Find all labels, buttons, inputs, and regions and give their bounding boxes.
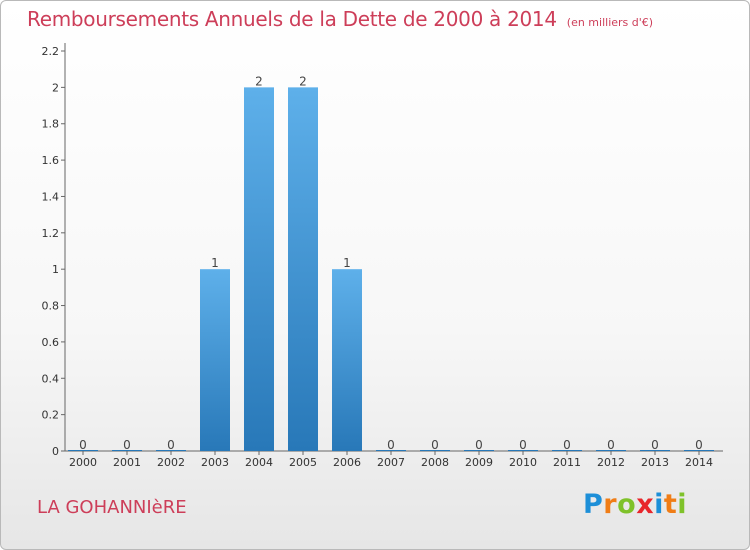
y-tick-label: 0.4 <box>42 372 60 385</box>
y-tick-label: 0.2 <box>42 409 60 422</box>
x-tick-label: 2014 <box>685 456 713 469</box>
data-label-2007: 0 <box>387 438 395 452</box>
data-label-2010: 0 <box>519 438 527 452</box>
title-unit: (en milliers d'€) <box>566 16 654 29</box>
y-tick-label: 1.4 <box>42 190 60 203</box>
x-tick-label: 2007 <box>377 456 405 469</box>
data-label-2001: 0 <box>123 438 131 452</box>
logo-letter: o <box>617 489 637 520</box>
logo-letter: t <box>663 489 678 520</box>
x-tick-label: 2006 <box>333 456 361 469</box>
y-tick-label: 1 <box>52 263 59 276</box>
logo-letter: i <box>654 489 664 520</box>
y-tick-label: 0 <box>52 445 59 458</box>
y-tick-label: 2 <box>52 81 59 94</box>
y-axis: 0 0.2 0.4 0.6 0.8 1 1.2 1.4 1.6 1.8 2 2.2 <box>42 43 66 458</box>
y-tick-label: 1.8 <box>42 118 60 131</box>
data-labels: 0 0 0 1 2 2 1 0 0 0 0 0 0 0 0 <box>79 74 703 452</box>
title-text: Remboursements Annuels de la Dette de 20… <box>27 7 557 31</box>
x-tick-label: 2005 <box>289 456 317 469</box>
x-tick-label: 2009 <box>465 456 493 469</box>
x-tick-label: 2013 <box>641 456 669 469</box>
x-tick-label: 2001 <box>113 456 141 469</box>
logo-letter: r <box>603 489 618 520</box>
proxiti-logo: Proxiti <box>583 489 687 520</box>
x-tick-label: 2012 <box>597 456 625 469</box>
y-tick-label: 1.2 <box>42 227 60 240</box>
data-label-2006: 1 <box>343 256 351 270</box>
x-tick-label: 2004 <box>245 456 273 469</box>
bar-2006 <box>332 269 362 451</box>
y-tick-label: 2.2 <box>42 45 60 58</box>
x-tick-label: 2000 <box>69 456 97 469</box>
y-tick-label: 1.6 <box>42 154 60 167</box>
data-label-2011: 0 <box>563 438 571 452</box>
chart-title: Remboursements Annuels de la Dette de 20… <box>27 7 653 31</box>
data-label-2014: 0 <box>695 438 703 452</box>
bar-2005 <box>288 87 318 451</box>
logo-letter: P <box>583 489 604 520</box>
y-tick-label: 0.6 <box>42 336 60 349</box>
data-label-2009: 0 <box>475 438 483 452</box>
x-tick-label: 2010 <box>509 456 537 469</box>
x-tick-label: 2002 <box>157 456 185 469</box>
y-tick-label: 0.8 <box>42 300 60 313</box>
x-tick-label: 2008 <box>421 456 449 469</box>
bar-2003 <box>200 269 230 451</box>
logo-letter: i <box>677 489 688 520</box>
data-label-2004: 2 <box>255 74 263 88</box>
data-label-2005: 2 <box>299 74 307 88</box>
data-label-2012: 0 <box>607 438 615 452</box>
x-tick-label: 2011 <box>553 456 581 469</box>
x-tick-label: 2003 <box>201 456 229 469</box>
data-label-2008: 0 <box>431 438 439 452</box>
logo-letter: x <box>636 489 655 520</box>
data-label-2013: 0 <box>651 438 659 452</box>
x-axis: 2000 2001 2002 2003 2004 2005 2006 2007 2008 2009… <box>65 450 723 469</box>
place-name: LA GOHANNIèRE <box>37 497 187 518</box>
bars <box>68 87 714 451</box>
bar-2004 <box>244 87 274 451</box>
data-label-2000: 0 <box>79 438 87 452</box>
data-label-2002: 0 <box>167 438 175 452</box>
data-label-2003: 1 <box>211 256 219 270</box>
